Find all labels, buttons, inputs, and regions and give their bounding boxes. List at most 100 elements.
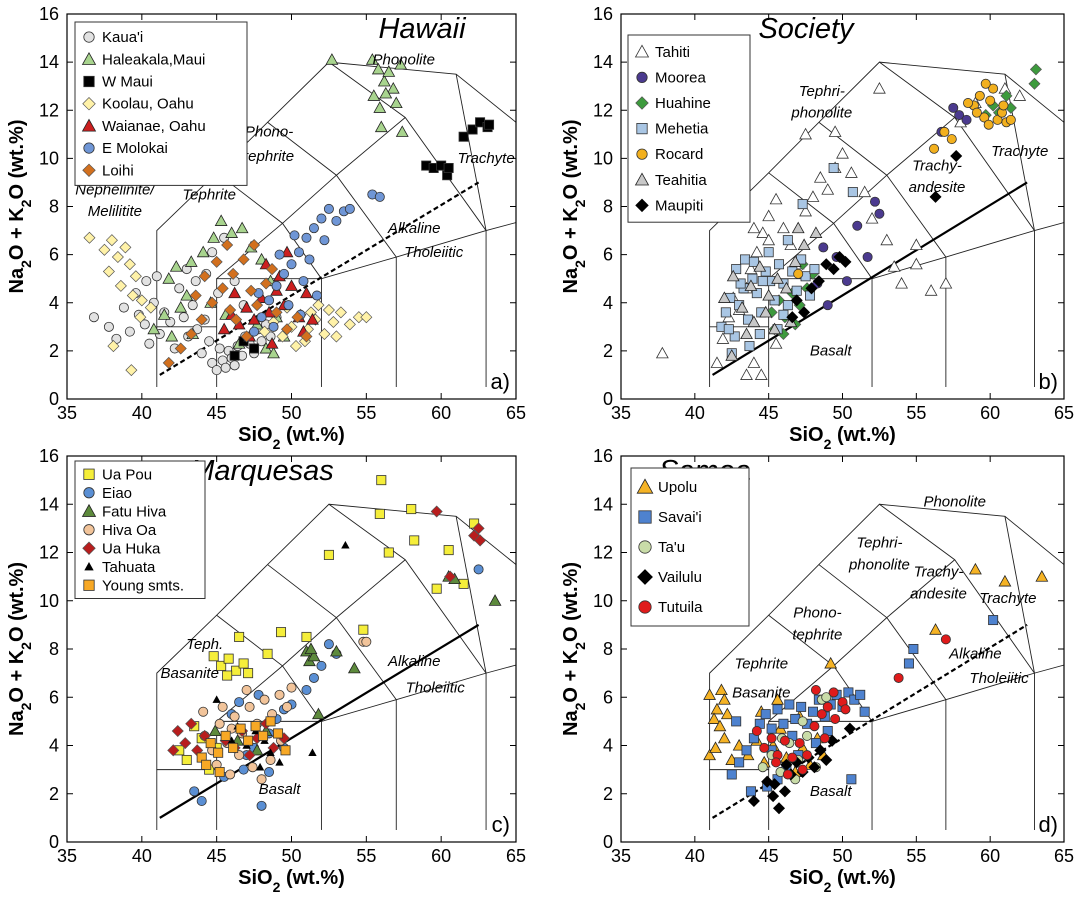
data-point: Koolau, Oahu: [322, 303, 335, 316]
data-point: Kaua'i: [144, 338, 155, 349]
legend-marker: [634, 44, 650, 58]
y-tick-label: 12: [593, 100, 613, 120]
data-point: Loihi: [227, 267, 240, 280]
data-point: Savai'i: [988, 615, 999, 626]
data-point: Mehetia: [797, 199, 808, 210]
data-point: Teahitia: [725, 349, 739, 361]
data-point: Young smts.: [250, 721, 261, 732]
field-label: Tholeiitic: [404, 244, 464, 261]
data-point: Ta'u: [821, 692, 832, 703]
data-point: Rocard: [929, 143, 940, 154]
data-point: Ua Pou: [376, 475, 387, 486]
y-axis-title: Na2O + K2O (wt.%): [6, 562, 34, 736]
y-tick-label: 4: [49, 293, 59, 313]
data-point: Koolau, Oahu: [135, 294, 148, 307]
data-point: E Molokai: [256, 312, 267, 323]
data-point: Kaua'i: [207, 247, 218, 258]
data-point: Koolau, Oahu: [102, 265, 115, 278]
data-point: Mehetia: [748, 256, 759, 267]
legend-marker: [83, 487, 95, 499]
data-point: Upolu: [1035, 570, 1049, 582]
data-point: Mehetia: [791, 285, 802, 296]
tas-boundary-line: [328, 61, 516, 123]
data-point: Haleakala,Maui: [377, 74, 391, 87]
data-point: Ta'u: [802, 730, 813, 741]
data-point: E Molokai: [268, 321, 279, 332]
data-point: Tutuila: [830, 713, 841, 724]
legend-label: Kaua'i: [102, 29, 143, 46]
data-point: Koolau, Oahu: [276, 330, 289, 343]
data-point: Loihi: [300, 330, 313, 343]
data-point: Young smts.: [213, 747, 224, 758]
legend-marker: [81, 51, 97, 65]
y-tick-label: 10: [593, 591, 613, 611]
x-axis-title: SiO2 (wt.%): [789, 867, 896, 895]
data-point: Tahiti: [769, 337, 783, 349]
data-point: Young smts.: [243, 735, 254, 746]
x-tick-label: 50: [281, 846, 301, 866]
data-point: Maupiti: [950, 149, 963, 162]
legend-marker: [84, 561, 94, 571]
data-point: Vailulu: [814, 744, 827, 757]
data-point: Fatu Hiva: [312, 707, 325, 720]
data-point: Fatu Hiva: [304, 642, 318, 654]
data-point: Tahiti: [909, 257, 923, 270]
y-tick-label: 14: [593, 52, 613, 72]
legend-box: [74, 21, 248, 186]
data-point: Mehetia: [720, 307, 731, 318]
data-point: Haleakala,Maui: [386, 82, 400, 94]
data-point: Mehetia: [847, 187, 858, 198]
legend-marker: [81, 118, 97, 132]
field-label: Tephrite: [734, 655, 788, 672]
tas-boundary-line: [768, 559, 956, 722]
data-point: E Molokai: [298, 276, 309, 287]
data-point: Haleakala,Maui: [379, 86, 393, 99]
data-point: Tahiti: [799, 127, 813, 140]
data-point: Haleakala,Maui: [225, 226, 239, 238]
data-point: Eiao: [238, 764, 249, 775]
data-point: Haleakala,Maui: [325, 53, 339, 65]
data-point: Maupiti: [786, 311, 799, 324]
field-label: Teph.: [186, 636, 223, 653]
legend-marker: [83, 31, 95, 43]
legend-marker: [636, 148, 648, 160]
data-point: Savai'i: [741, 745, 752, 756]
data-point: Mehetia: [735, 278, 746, 289]
tas-boundary-line: [879, 61, 1064, 123]
data-point: Eiao: [234, 697, 245, 708]
data-point: Ua Huka: [472, 522, 485, 535]
data-point: Tahiti: [769, 192, 783, 205]
data-point: Haleakala,Maui: [196, 245, 210, 258]
legend-marker: [636, 478, 654, 494]
data-point: Vailulu: [820, 753, 833, 766]
y-tick-label: 8: [49, 197, 59, 217]
data-point: Upolu: [710, 702, 724, 715]
data-point: Hiva Oa: [256, 774, 267, 785]
data-point: Rocard: [946, 134, 957, 145]
legend: Kaua'i Haleakala,Maui W Maui Koolau, Oahu Wa…: [74, 21, 248, 186]
data-point: Fatu Hiva: [329, 644, 343, 657]
y-axis-title: Na2O + K2O (wt.%): [6, 120, 34, 294]
legend-marker: [83, 142, 95, 154]
data-point: Eiao: [473, 564, 484, 575]
data-point: Kaua'i: [211, 365, 222, 376]
data-point: Ua Pou: [223, 653, 234, 664]
data-point: Haleakala,Maui: [371, 62, 385, 75]
data-point: Waianae, Oahu: [265, 337, 279, 349]
data-point: Tahiti: [754, 368, 768, 380]
field-label: Alkaline: [948, 646, 1002, 663]
data-point: E Molokai: [289, 230, 300, 241]
data-point: Rocard: [971, 107, 982, 118]
data-point: Haleakala,Maui: [365, 53, 379, 65]
data-point: Moorea: [852, 220, 863, 231]
data-point: W Maui: [443, 162, 454, 173]
legend-marker: [634, 172, 650, 186]
x-tick-label: 45: [759, 846, 779, 866]
data-point: Ua Huka: [474, 534, 487, 547]
data-point: Maupiti: [820, 258, 833, 271]
field-label: Melilitite: [88, 203, 142, 220]
field-label: tephrite: [244, 148, 294, 165]
data-point: Ua Huka: [430, 505, 443, 518]
data-point: Eiao: [196, 795, 207, 806]
